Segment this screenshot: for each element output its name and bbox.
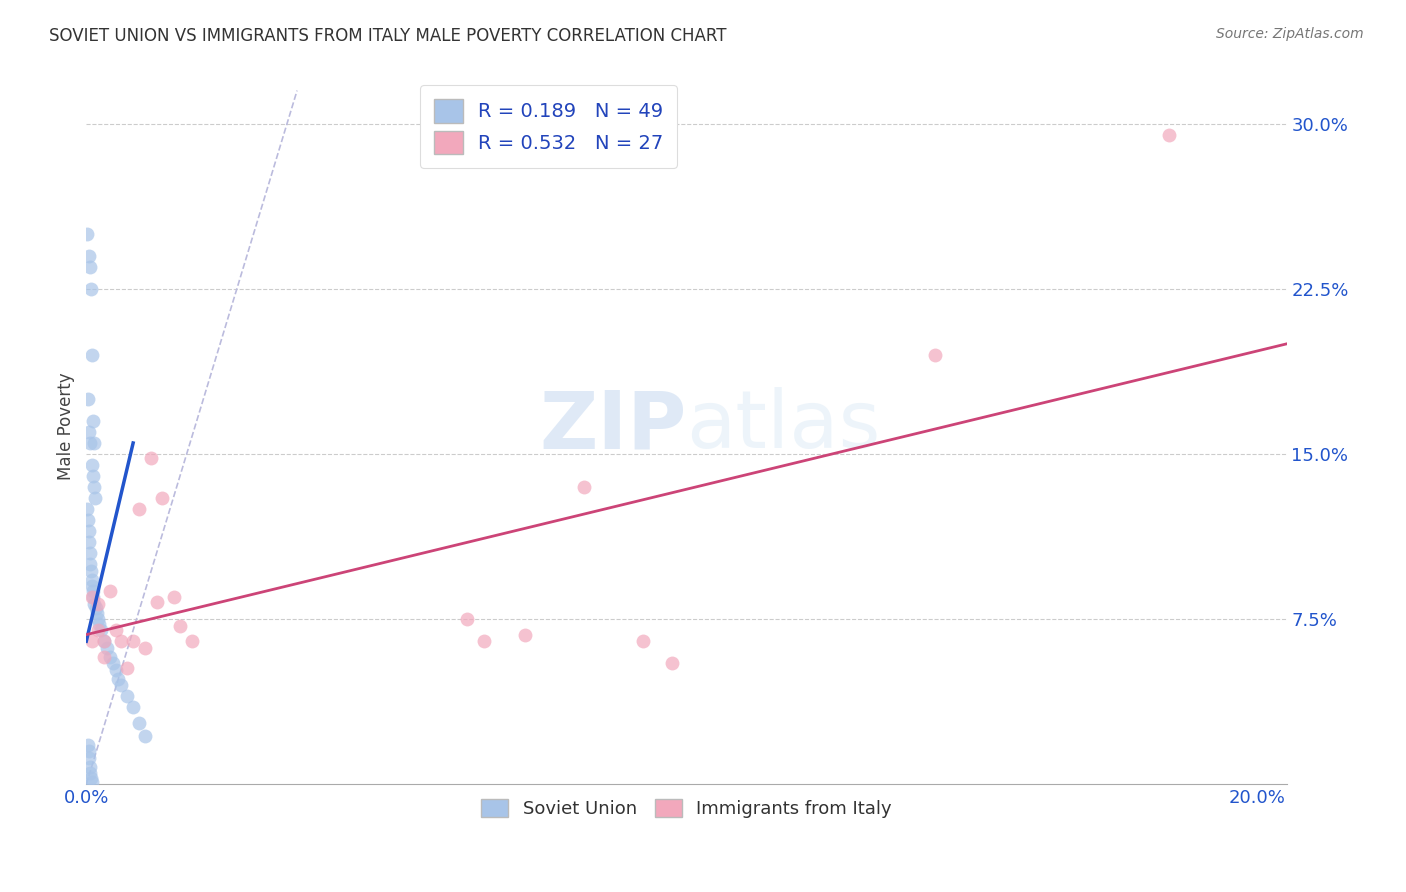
Point xyxy=(77,425,100,439)
Point xyxy=(180,634,202,648)
Point xyxy=(456,612,478,626)
Point xyxy=(77,392,100,406)
Point xyxy=(80,458,103,472)
Point xyxy=(82,348,104,362)
Point xyxy=(82,469,104,483)
Point xyxy=(152,491,174,505)
Point xyxy=(80,775,103,789)
Point xyxy=(80,564,103,578)
Point xyxy=(128,715,150,730)
Point xyxy=(93,649,115,664)
Point xyxy=(82,634,104,648)
Point xyxy=(77,738,100,752)
Point xyxy=(104,624,127,638)
Point xyxy=(80,771,103,785)
Point xyxy=(117,690,139,704)
Point xyxy=(80,573,103,587)
Point xyxy=(79,766,101,780)
Point xyxy=(77,744,100,758)
Point xyxy=(122,700,145,714)
Point xyxy=(98,583,121,598)
Point xyxy=(145,594,167,608)
Point xyxy=(93,634,115,648)
Point xyxy=(139,451,162,466)
Point xyxy=(90,624,112,638)
Text: atlas: atlas xyxy=(686,387,880,466)
Point xyxy=(79,260,101,274)
Y-axis label: Male Poverty: Male Poverty xyxy=(58,373,75,480)
Text: SOVIET UNION VS IMMIGRANTS FROM ITALY MALE POVERTY CORRELATION CHART: SOVIET UNION VS IMMIGRANTS FROM ITALY MA… xyxy=(49,27,727,45)
Point xyxy=(89,616,111,631)
Point xyxy=(83,597,105,611)
Text: Source: ZipAtlas.com: Source: ZipAtlas.com xyxy=(1216,27,1364,41)
Point xyxy=(76,227,98,241)
Point xyxy=(631,634,654,648)
Point xyxy=(83,480,105,494)
Point xyxy=(924,348,946,362)
Point xyxy=(134,729,156,743)
Point xyxy=(98,649,121,664)
Point xyxy=(79,436,101,450)
Point xyxy=(122,634,145,648)
Point xyxy=(82,414,104,428)
Point xyxy=(1159,128,1181,142)
Point xyxy=(128,502,150,516)
Point xyxy=(117,661,139,675)
Point xyxy=(169,619,191,633)
Point xyxy=(572,480,595,494)
Point xyxy=(76,502,98,516)
Point xyxy=(77,751,100,765)
Point xyxy=(82,590,104,604)
Point xyxy=(79,760,101,774)
Point xyxy=(515,627,537,641)
Point xyxy=(77,524,100,538)
Point xyxy=(110,678,132,692)
Point xyxy=(82,590,104,604)
Point xyxy=(77,513,100,527)
Point xyxy=(661,657,683,671)
Point xyxy=(104,663,127,677)
Point xyxy=(79,546,101,560)
Point xyxy=(86,606,108,620)
Point xyxy=(110,634,132,648)
Point xyxy=(82,579,104,593)
Point xyxy=(82,583,104,598)
Point xyxy=(77,249,100,263)
Point xyxy=(101,657,124,671)
Point xyxy=(79,557,101,571)
Point xyxy=(87,624,110,638)
Point xyxy=(96,640,118,655)
Point xyxy=(83,436,105,450)
Point xyxy=(107,672,129,686)
Point xyxy=(84,601,107,615)
Point xyxy=(93,634,115,648)
Point xyxy=(77,535,100,549)
Point xyxy=(87,612,110,626)
Point xyxy=(87,597,110,611)
Text: ZIP: ZIP xyxy=(538,387,686,466)
Point xyxy=(80,282,103,296)
Point xyxy=(84,491,107,505)
Legend: Soviet Union, Immigrants from Italy: Soviet Union, Immigrants from Italy xyxy=(474,792,898,825)
Point xyxy=(134,640,156,655)
Point xyxy=(163,590,186,604)
Point xyxy=(474,634,496,648)
